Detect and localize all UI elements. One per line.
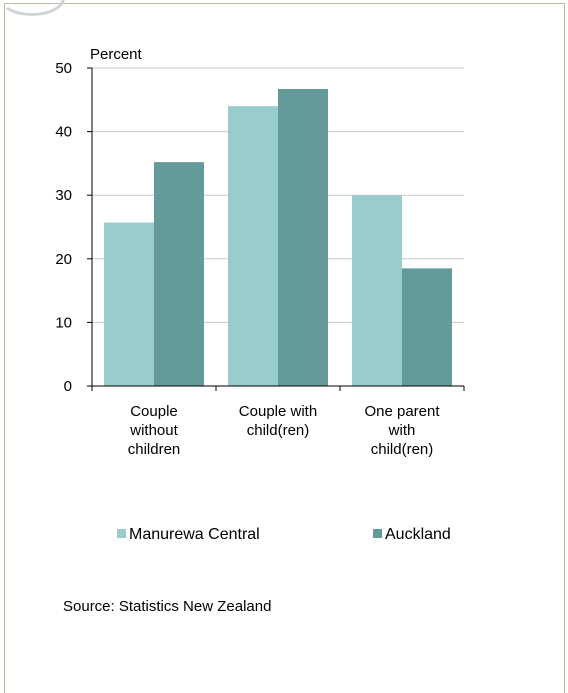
y-axis-label: Percent [90,46,143,63]
x-category-label-line: Couple with [239,403,317,420]
axes [87,67,465,391]
y-tick-labels: 0 10 20 30 40 50 [55,60,72,395]
x-category-label-line: without [129,422,178,439]
x-category-label-line: children [128,441,181,458]
y-tick-label: 50 [55,60,72,77]
y-tick-label: 0 [64,378,72,395]
legend-swatch [373,529,382,538]
bar-manurewa-central [228,106,278,386]
x-category-label-line: with [388,422,416,439]
x-category-label: One parent with child(ren) [364,403,440,458]
legend-label: Manurewa Central [129,526,260,543]
y-tick-label: 10 [55,314,72,331]
bar-auckland [402,268,452,386]
source-note: Source: Statistics New Zealand [63,598,271,615]
x-category-label: Couple without children [128,403,181,458]
bars [104,88,452,386]
legend-swatch [117,529,126,538]
y-tick-label: 30 [55,187,72,204]
x-category-labels: Couple without children Couple with child(re… [128,403,441,458]
x-category-label-line: One parent [364,403,440,420]
y-tick-label: 20 [55,251,72,268]
x-category-label-line: Couple [130,403,178,420]
x-category-label-line: child(ren) [247,422,310,439]
y-tick-label: 40 [55,124,72,141]
legend: Manurewa Central Auckland [117,526,451,543]
x-category-label: Couple with child(ren) [239,403,317,439]
bar-auckland [154,162,204,386]
x-category-label-line: child(ren) [371,441,434,458]
bar-manurewa-central [352,195,402,386]
legend-label: Auckland [385,526,451,543]
bar-manurewa-central [104,222,154,386]
bar-auckland [278,88,328,386]
